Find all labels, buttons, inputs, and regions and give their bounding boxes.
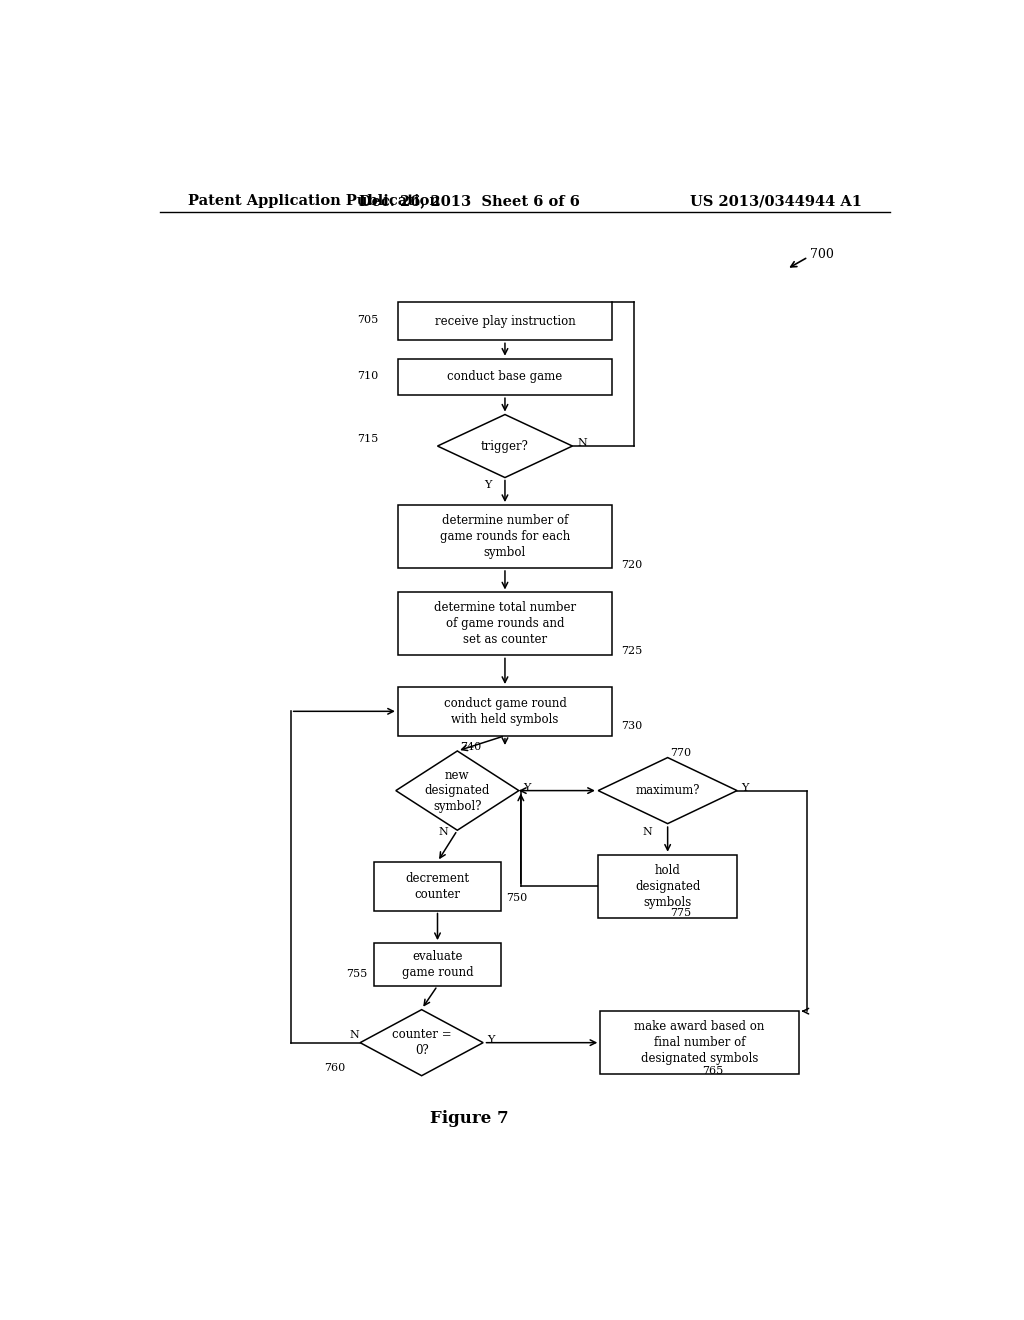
FancyBboxPatch shape	[397, 686, 612, 735]
Text: hold
designated
symbols: hold designated symbols	[635, 863, 700, 908]
Text: maximum?: maximum?	[636, 784, 699, 797]
Text: 710: 710	[357, 371, 379, 381]
Text: 725: 725	[622, 647, 643, 656]
Polygon shape	[396, 751, 519, 830]
Text: 700: 700	[811, 248, 835, 261]
Text: 740: 740	[460, 742, 481, 752]
Text: 720: 720	[622, 560, 643, 570]
Text: determine number of
game rounds for each
symbol: determine number of game rounds for each…	[440, 513, 570, 558]
Text: N: N	[643, 828, 652, 837]
Text: conduct base game: conduct base game	[447, 371, 562, 383]
Polygon shape	[437, 414, 572, 478]
Text: decrement
counter: decrement counter	[406, 871, 469, 900]
FancyBboxPatch shape	[374, 942, 501, 986]
FancyBboxPatch shape	[397, 359, 612, 395]
Text: N: N	[438, 828, 447, 837]
FancyBboxPatch shape	[374, 862, 501, 911]
Text: make award based on
final number of
designated symbols: make award based on final number of desi…	[634, 1020, 765, 1065]
Text: Y: Y	[483, 479, 492, 490]
Text: new
designated
symbol?: new designated symbol?	[425, 768, 490, 813]
Text: Y: Y	[487, 1035, 495, 1044]
Text: Y: Y	[522, 783, 530, 792]
Text: determine total number
of game rounds and
set as counter: determine total number of game rounds an…	[434, 602, 577, 647]
Text: 705: 705	[357, 315, 379, 325]
Text: N: N	[349, 1030, 359, 1040]
Polygon shape	[598, 758, 737, 824]
Text: evaluate
game round: evaluate game round	[401, 950, 473, 979]
FancyBboxPatch shape	[598, 854, 737, 917]
FancyBboxPatch shape	[397, 506, 612, 568]
Text: Dec. 26, 2013  Sheet 6 of 6: Dec. 26, 2013 Sheet 6 of 6	[358, 194, 580, 209]
FancyBboxPatch shape	[397, 593, 612, 656]
Text: US 2013/0344944 A1: US 2013/0344944 A1	[690, 194, 862, 209]
Text: 755: 755	[346, 969, 368, 978]
Text: conduct game round
with held symbols: conduct game round with held symbols	[443, 697, 566, 726]
FancyBboxPatch shape	[397, 302, 612, 341]
Text: receive play instruction: receive play instruction	[434, 314, 575, 327]
Text: 775: 775	[670, 908, 691, 917]
Text: Patent Application Publication: Patent Application Publication	[187, 194, 439, 209]
Text: 715: 715	[357, 434, 379, 444]
Text: 765: 765	[701, 1067, 723, 1076]
Polygon shape	[360, 1010, 483, 1076]
Text: N: N	[578, 438, 588, 447]
Text: 730: 730	[622, 721, 643, 730]
Text: Figure 7: Figure 7	[430, 1110, 509, 1127]
Text: trigger?: trigger?	[481, 440, 529, 453]
Text: 750: 750	[507, 894, 527, 903]
FancyBboxPatch shape	[600, 1011, 799, 1074]
Text: 760: 760	[325, 1063, 345, 1073]
Text: Y: Y	[741, 783, 749, 792]
Text: counter =
0?: counter = 0?	[392, 1028, 452, 1057]
Text: 770: 770	[670, 748, 691, 758]
